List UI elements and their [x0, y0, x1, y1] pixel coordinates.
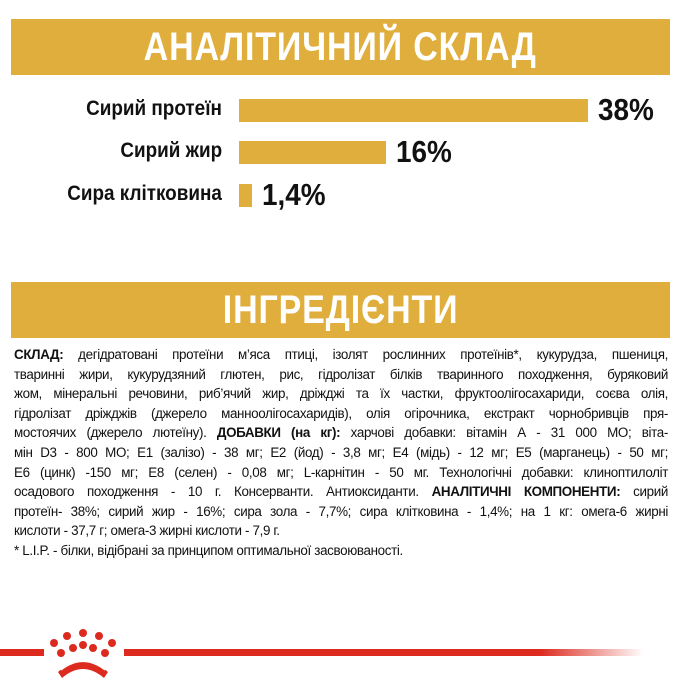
- text-segment: мостоячих (джерело лютеїну).: [14, 425, 217, 441]
- ingredients-line: * L.I.P. - білки, відібрані за принципом…: [14, 541, 668, 561]
- bar: [239, 141, 386, 164]
- bar-label: Сира клітковина: [67, 182, 222, 205]
- bar-value-label: 16%: [395, 134, 452, 169]
- ingredients-line: жом, мінеральні речовини, риб’ячий жир, …: [14, 384, 668, 404]
- ingredients-text: СКЛАД: дегідратовані протеїни м’яса птиц…: [14, 345, 668, 561]
- footer-line-left: [0, 649, 44, 656]
- text-segment: протеїн- 38%; сирий жир - 16%; сира зола…: [14, 503, 668, 519]
- text-segment: жом, мінеральні речовини, риб’ячий жир, …: [14, 386, 668, 402]
- royal-canin-crown-icon: [50, 629, 116, 678]
- bold-heading: АНАЛІТИЧНІ КОМПОНЕНТИ:: [431, 484, 621, 500]
- text-segment: осадового походження - 10 г. Консерванти…: [14, 484, 432, 500]
- ingredients-line: мостоячих (джерело лютеїну). ДОБАВКИ (на…: [14, 423, 668, 443]
- bold-heading: ДОБАВКИ (на кг):: [216, 425, 341, 441]
- bar-value-label: 38%: [597, 92, 654, 127]
- ingredients-banner: ІНГРЕДІЄНТИ: [11, 282, 670, 338]
- footer-line-right: [124, 649, 644, 656]
- analytic-banner: АНАЛІТИЧНИЙ СКЛАД: [11, 19, 670, 75]
- ingredients-line: Е6 (цинк) -150 мг; Е8 (селен) - 0,08 мг;…: [14, 463, 668, 483]
- bar: [239, 99, 588, 122]
- text-segment: тваринні жири, кукурудзяний глютен, рис,…: [14, 366, 668, 382]
- text-segment: * L.I.P. - білки, відібрані за принципом…: [14, 542, 403, 558]
- ingredients-line: мін D3 - 800 МО; Е1 (залізо) - 38 мг; Е2…: [14, 443, 668, 463]
- ingredients-line: осадового походження - 10 г. Консерванти…: [14, 482, 668, 502]
- bar-label: Сирий протеїн: [86, 97, 222, 120]
- text-segment: мін D3 - 800 МО; Е1 (залізо) - 38 мг; Е2…: [14, 444, 668, 460]
- ingredients-line: гідролізат дріжджів (джерело манноолігос…: [14, 404, 668, 424]
- analytic-title: АНАЛІТИЧНИЙ СКЛАД: [143, 25, 537, 69]
- bar-label: Сирий жир: [120, 139, 222, 162]
- bar-value-label: 1,4%: [261, 177, 326, 212]
- ingredients-line: тваринні жири, кукурудзяний глютен, рис,…: [14, 365, 668, 385]
- text-segment: гідролізат дріжджів (джерело манноолігос…: [14, 405, 668, 421]
- text-segment: Е6 (цинк) -150 мг; Е8 (селен) - 0,08 мг;…: [14, 464, 668, 480]
- text-segment: дегідратовані протеїни м’яса птиці, ізол…: [63, 347, 668, 362]
- bold-heading: СКЛАД:: [14, 347, 64, 362]
- text-segment: сирий: [620, 484, 669, 500]
- ingredients-line: протеїн- 38%; сирий жир - 16%; сира зола…: [14, 502, 668, 522]
- ingredients-title: ІНГРЕДІЄНТИ: [222, 288, 459, 332]
- text-segment: кислоти - 37,7 г; омега-3 жирні кислоти …: [14, 523, 280, 539]
- ingredients-line: кислоти - 37,7 г; омега-3 жирні кислоти …: [14, 521, 668, 541]
- text-segment: харчові добавки: вітамін А - 31 000 МО; …: [340, 425, 669, 441]
- ingredients-line: СКЛАД: дегідратовані протеїни м’яса птиц…: [14, 345, 668, 365]
- bar: [239, 184, 252, 207]
